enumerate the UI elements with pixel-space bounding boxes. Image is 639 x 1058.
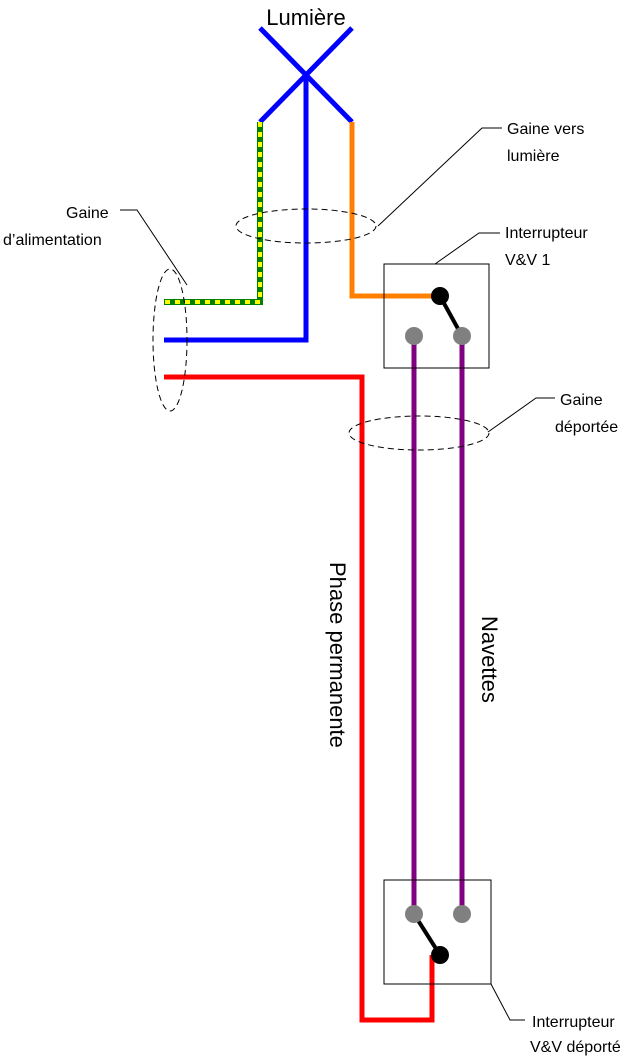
- label-gaine-deportee-2: déportée: [555, 419, 618, 436]
- sheath-supply-ellipse: [152, 268, 188, 412]
- earth-wire: [164, 122, 263, 305]
- leader-gaine-deportee: [487, 397, 555, 433]
- label-gaine-lumiere-2: lumière: [507, 148, 560, 165]
- leader-gaine-lumiere: [377, 127, 502, 227]
- switch-1-box: [383, 263, 490, 369]
- label-interrupteur-1-2: V&V 1: [505, 252, 550, 269]
- label-gaine-lumiere-1: Gaine vers: [507, 121, 584, 138]
- switch-2-pivot: [431, 946, 449, 964]
- label-navettes: Navettes: [477, 616, 502, 703]
- label-gaine-deportee-1: Gaine: [560, 392, 603, 409]
- leader-gaine-alim: [120, 209, 188, 286]
- lamp-title: Lumière: [266, 5, 345, 30]
- label-interrupteur-2-2: V&V déporté: [530, 1039, 621, 1056]
- label-gaine-alim-1: Gaine: [66, 205, 109, 222]
- neutral-wire: [164, 75, 309, 343]
- leader-interrupteur-1: [434, 232, 500, 265]
- switch-2-terminal-left: [405, 905, 423, 923]
- label-phase: Phase permanente: [325, 562, 350, 748]
- label-interrupteur-1-1: Interrupteur: [505, 225, 588, 242]
- sheath-remote-ellipse: [348, 415, 490, 451]
- phase-wire: [164, 374, 435, 1023]
- sheath-lamp-ellipse: [235, 208, 377, 244]
- return-wire: [349, 122, 440, 299]
- label-interrupteur-2-1: Interrupteur: [532, 1014, 615, 1031]
- switch-1-terminal-right: [453, 327, 471, 345]
- switch-2-box: [383, 879, 492, 985]
- switch-2-terminal-right: [453, 905, 471, 923]
- switch-1-terminal-left: [405, 327, 423, 345]
- label-gaine-alim-2: d’alimentation: [3, 232, 102, 249]
- switch-1-pivot: [431, 287, 449, 305]
- leader-interrupteur-2: [490, 983, 525, 1021]
